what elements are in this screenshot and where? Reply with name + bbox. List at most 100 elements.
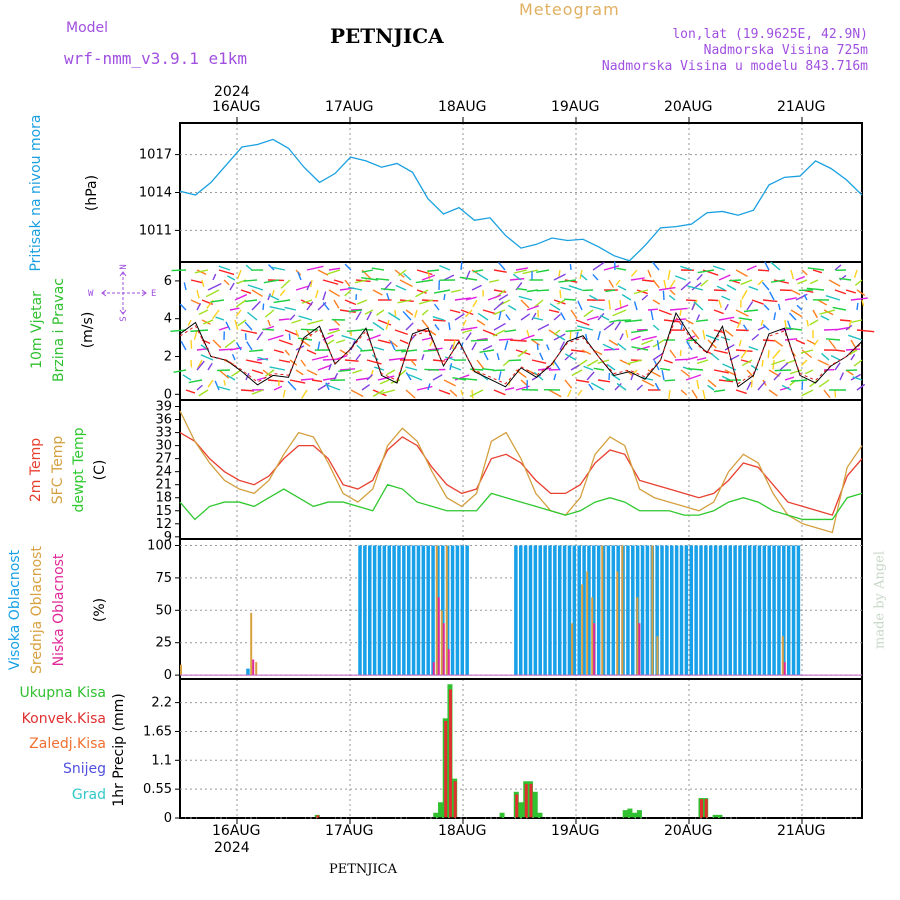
cloud-bar [781,636,784,676]
cloud-bar [571,623,574,676]
wind-arrow [803,294,808,301]
wind-arrow [346,329,363,333]
wind-arrow [526,289,539,293]
cloud-bar [743,545,747,676]
wind-arrow [834,289,847,295]
wind-arrow [498,293,509,301]
wind-ylabel: 10m Vjetar [29,291,45,369]
wind-arrow [183,282,187,291]
wind-arrow [212,273,217,281]
wind-arrow [724,329,734,337]
wind-arrow [603,348,620,351]
wind-arrow [364,309,374,315]
wind-arrow [517,349,528,358]
wind-arrow [200,354,214,361]
wind-arrow [534,299,544,308]
cloud-bar [528,545,533,676]
temp-line-0 [179,432,863,516]
y-tick-label: 27 [155,452,172,467]
wind-arrow [611,373,621,381]
wind-arrow [736,319,742,329]
wind-arrow [240,329,258,335]
wind-arrow [612,309,627,317]
precip-bar [453,781,457,818]
cloud-bar [252,659,255,676]
cloud-bar [533,545,538,676]
wind-arrow [471,284,482,291]
wind-arrow [631,346,649,351]
wind-arrow [355,311,362,321]
wind-arrow [603,321,615,331]
pressure-line [179,138,863,262]
wind-arrow [379,379,390,385]
wind-arrow [762,299,778,303]
wind-arrow [421,309,429,316]
wind-arrow [493,322,506,331]
wind-arrow [602,343,616,351]
wind-arrow [779,362,789,371]
wind-arrow [449,389,458,397]
temp-line-2 [179,483,863,521]
wind-arrow [633,289,649,295]
wind-arrow [327,269,341,275]
wind-arrow [454,313,465,321]
wind-arrow [586,371,595,381]
wind-arrow [461,377,478,381]
wind-arrow [388,357,406,361]
wind-arrow [757,269,770,272]
wind-arrow [805,369,814,375]
wind-arrow [433,289,451,294]
cloud-bar [738,545,742,676]
wind-speed-line [179,311,863,388]
wind-arrow [460,326,478,331]
wind-arrow [696,314,701,321]
wind-arrow [245,299,258,303]
wind-arrow [271,266,286,271]
cloud-bar [783,662,786,676]
wind-arrow [405,389,416,399]
wind-arrow [559,341,565,351]
wind-arrow [668,389,671,400]
wind-arrow [356,299,368,305]
wind-arrow [469,389,484,398]
wind-arrow [630,373,634,381]
wind-arrow [492,369,506,372]
cloud-bar [447,649,450,676]
wind-arrow [344,289,352,297]
wind-arrow [716,285,726,291]
cloud-bar [656,636,659,676]
cloud-bar [402,545,406,676]
cloud-bar [631,545,635,676]
wind-arrow [656,340,660,351]
wind-arrow [325,383,341,391]
legend-snow: Snijeg [62,761,106,777]
wind-arrow [390,379,401,384]
top-date-label: 20AUG [664,99,713,115]
wind-arrow [856,289,866,297]
cloud-bar [519,545,523,676]
wind-arrow [193,329,198,340]
wind-arrow [512,273,522,281]
wind-arrow [196,289,200,299]
wind-arrow [614,383,622,391]
wind-arrow [289,314,296,321]
wind-arrow [795,293,808,301]
precip-bar [627,808,633,818]
wind-arrow [807,267,825,271]
temp-ylabel-2m: 2m Temp [28,437,44,503]
wind-arrow [520,313,531,321]
wind-arrow [617,342,627,351]
wind-arrow [508,304,517,311]
wind-arrow [553,273,566,281]
cloud-bar [591,597,594,676]
wind-arrow [470,368,484,371]
y-tick-label: 1017 [139,148,172,163]
wind-arrow [724,303,729,311]
wind-arrow [548,309,560,314]
wind-arrow [301,299,313,304]
y-tick-label: 30 [155,439,172,454]
wind-arrow [477,312,489,321]
y-tick-label: 2.2 [151,696,172,711]
wind-arrow [633,301,638,311]
